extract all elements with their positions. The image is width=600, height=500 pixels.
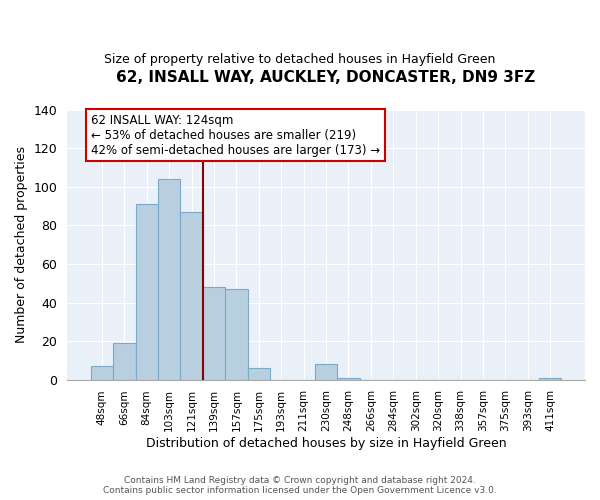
Bar [539,378,562,380]
Title: 62, INSALL WAY, AUCKLEY, DONCASTER, DN9 3FZ: 62, INSALL WAY, AUCKLEY, DONCASTER, DN9 … [116,70,536,85]
Text: 62 INSALL WAY: 124sqm
← 53% of detached houses are smaller (219)
42% of semi-det: 62 INSALL WAY: 124sqm ← 53% of detached … [91,114,380,156]
Bar [181,212,203,380]
Bar [136,204,158,380]
Text: Contains HM Land Registry data © Crown copyright and database right 2024.
Contai: Contains HM Land Registry data © Crown c… [103,476,497,495]
Bar [113,343,136,380]
Bar [248,368,270,380]
X-axis label: Distribution of detached houses by size in Hayfield Green: Distribution of detached houses by size … [146,437,506,450]
Text: Size of property relative to detached houses in Hayfield Green: Size of property relative to detached ho… [104,52,496,66]
Bar [91,366,113,380]
Bar [158,179,181,380]
Bar [315,364,337,380]
Bar [203,287,225,380]
Bar [225,289,248,380]
Y-axis label: Number of detached properties: Number of detached properties [15,146,28,343]
Bar [337,378,360,380]
